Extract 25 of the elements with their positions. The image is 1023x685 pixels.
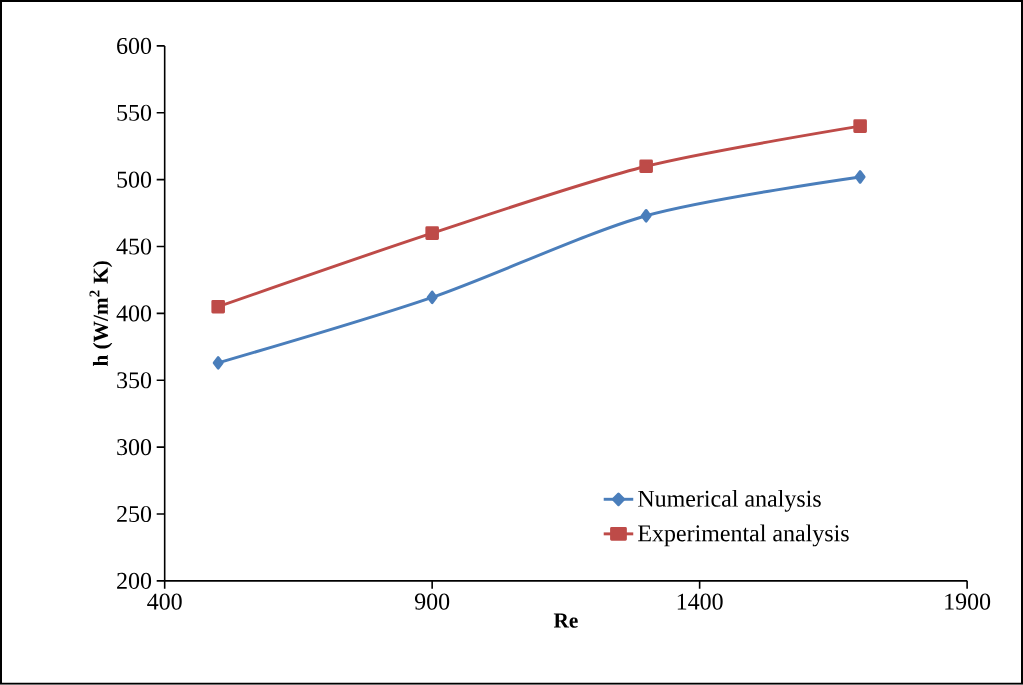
point (212, 356, 224, 370)
point (425, 226, 439, 241)
y-tick-label: 600 (117, 38, 152, 55)
point (426, 290, 438, 305)
x-tick-label: 400 (147, 593, 182, 610)
point (211, 300, 225, 314)
text: h (W/m$^{2}$ K) (89, 261, 113, 367)
y-tick-label: 300 (117, 439, 152, 456)
point (853, 119, 867, 134)
y-tick-label: 200 (117, 572, 152, 590)
y-tick-label: 250 (117, 506, 152, 523)
x-tick-label: 900 (414, 593, 450, 610)
x-axis-title: Re (553, 613, 578, 628)
y-tick-label: 350 (117, 372, 152, 389)
point (640, 209, 652, 223)
legend-label: Experimental analysis (638, 524, 849, 547)
point (854, 170, 866, 184)
point (639, 159, 653, 174)
x-tick-label: 1900 (945, 593, 991, 610)
y-tick-label: 500 (117, 171, 152, 188)
legend-label: Numerical analysis (638, 490, 821, 512)
y-tick-label: 450 (116, 238, 152, 255)
y-tick-label: 400 (116, 305, 152, 322)
x-tick-label: 1400 (677, 593, 723, 610)
y-tick-label: 550 (117, 104, 152, 122)
